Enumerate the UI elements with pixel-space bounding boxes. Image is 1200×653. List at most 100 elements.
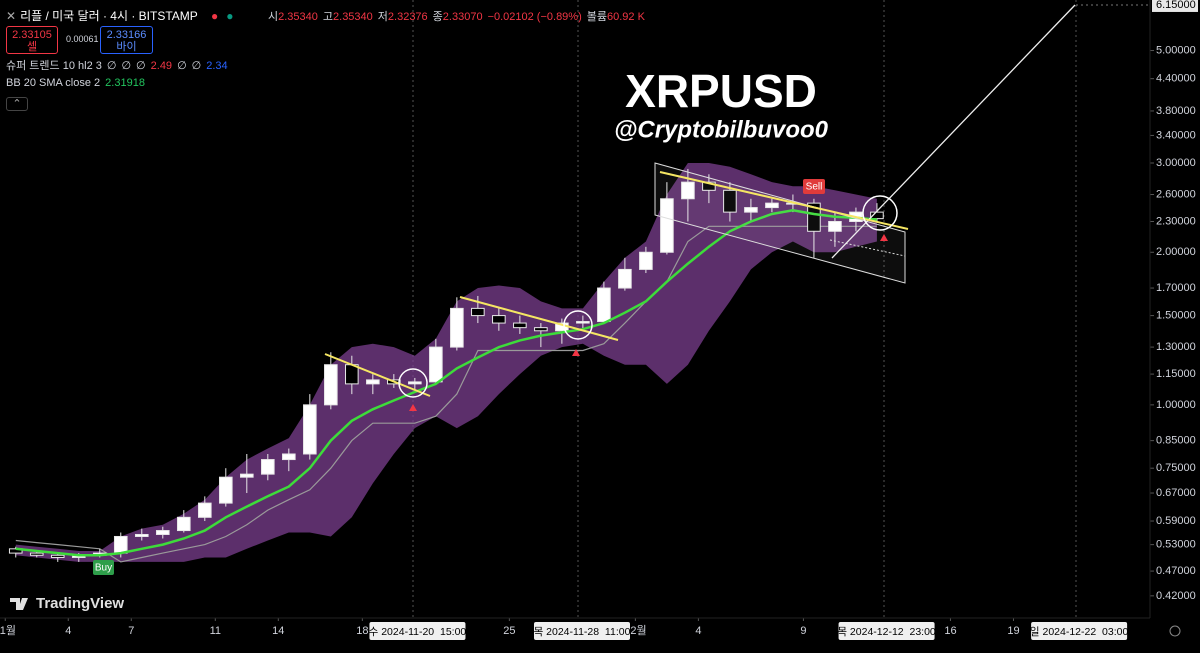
indicator-value: 2.31918 [105,77,145,89]
indicator-name: 슈퍼 트렌드 10 hl2 3 [6,60,102,72]
indicator-value: ∅ [121,60,132,72]
candle-body [134,533,149,537]
y-tick-label: 0.85000 [1156,435,1196,447]
candle-body [113,535,128,554]
y-tick-label: 0.67000 [1156,487,1196,499]
ohlc-label: 시 [268,11,279,23]
y-tick-label: 0.75000 [1156,462,1196,474]
bollinger-band [15,163,877,562]
y-highlight-label: 6.15000 [1156,0,1196,11]
x-tick-label: 18 [356,625,368,637]
y-tick-label: 3.40000 [1156,129,1196,141]
x-tick-label: 9 [800,625,806,637]
drawings: 0.42000 0.47000 0.53000 0.59000 0.67000 0.750… [0,0,1198,637]
indicator-row: BB 20 SMA close 2 2.31918 [6,77,150,89]
buy-text: 바이 [116,41,137,53]
y-tick-label: 5.00000 [1156,44,1196,56]
bb-basis-line [15,209,878,557]
sell-button[interactable]: 2.33105 셀 [6,26,58,54]
indicator-value: ∅ [177,60,187,72]
change: −0.02102 (−0.89%) [487,11,582,23]
sell-arrow [572,349,580,356]
sell-arrow [880,234,888,241]
status-dot: ● [226,9,234,23]
sell-text: 셀 [26,41,38,53]
x-highlight-box [1031,622,1128,640]
x-highlight-box [534,622,631,640]
candle-body [597,287,611,323]
close-icon[interactable]: ✕ [6,9,17,23]
ohlc-value: 2.33070 [442,11,483,23]
x-tick-label: 16 [944,625,956,637]
candle-body [303,404,317,455]
y-highlight-box [1152,0,1198,12]
brand-logo [10,598,28,610]
sell-price: 2.33105 [12,29,52,41]
x-tick-label: 11월 [0,624,16,637]
candle-body [366,379,380,385]
candle-body [408,381,422,385]
x-highlight-label: 목 2024-12-12 23:00 [837,626,936,638]
y-tick-label: 0.53000 [1156,539,1196,551]
x-highlight-box [838,622,935,640]
candle-body [176,516,191,532]
x-highlight-box [369,622,466,640]
y-tick-label: 0.59000 [1156,515,1196,527]
brand-name: TradingView [36,595,124,612]
candle-body [282,453,296,461]
candle-body [8,548,23,554]
indicator-row: 슈퍼 트렌드 10 hl2 3 ∅ ∅ ∅ 2.49 ∅ ∅ 2.34 [6,57,233,73]
projection-line [831,4,1076,259]
candle-body [702,181,716,191]
candle-body [807,202,821,232]
candle-body [450,307,464,348]
candle-body [492,315,506,324]
candle-body [618,268,632,289]
buy-badge [93,560,114,575]
supertrend-line [15,225,877,563]
candle-body [660,198,674,253]
candle-body [29,552,44,556]
settings-icon[interactable] [1169,625,1181,637]
x-tick-label: 4 [65,625,71,637]
y-tick-label: 3.00000 [1156,157,1196,169]
trendline [324,353,431,397]
ohlc-value: 2.32376 [387,11,428,23]
ohlc-label: 종 [432,11,443,23]
ohlc-label: 고 [322,11,334,23]
candle-body [723,189,737,213]
y-tick-label: 1.50000 [1156,309,1196,321]
x-tick-label: 14 [272,625,284,637]
sell-arrow [409,404,417,411]
ohlc-label: 저 [377,11,388,23]
buy-price: 2.33166 [106,29,147,41]
candle-body [534,327,548,332]
collapse-button[interactable]: ⌃ [6,97,28,111]
buy-label: Buy [95,563,112,574]
highlight-circle [398,368,428,398]
trendline [459,296,619,341]
ohlc-value: 2.35340 [333,11,373,23]
candle-body [744,207,758,213]
buy-button[interactable]: 2.33166 바이 [100,26,153,54]
y-tick-label: 2.60000 [1156,188,1196,200]
watermark-author: @Cryptobilbuvoo0 [614,116,829,143]
candle-body [261,459,275,475]
y-tick-label: 1.00000 [1156,399,1196,411]
volume: 60.92 K [607,11,645,23]
y-tick-label: 2.30000 [1156,215,1196,227]
overlays: Buy Sell XRPUSD @Cryptobilbuvoo0 Trading… [0,0,1181,637]
spread: 0.00061 [66,34,99,44]
symbol: 리플 / 미국 달러 · 4시 · BITSTAMP [20,9,198,23]
trendline [659,171,909,230]
ohlc-row: 시2.35340 고2.35340 저2.32376 종2.33070 −0.02102… [268,8,645,24]
x-tick-label: 11 [210,625,221,637]
symbol-row: ✕ 리플 / 미국 달러 · 4시 · BITSTAMP ● ● [6,7,233,24]
y-tick-label: 3.80000 [1156,105,1196,117]
indicator-name: BB 20 SMA close 2 [6,77,101,89]
indicator-value: ∅ [191,60,202,72]
candle-body [345,364,359,385]
candle-body [576,321,590,324]
watermark-title: XRPUSD [625,65,817,117]
